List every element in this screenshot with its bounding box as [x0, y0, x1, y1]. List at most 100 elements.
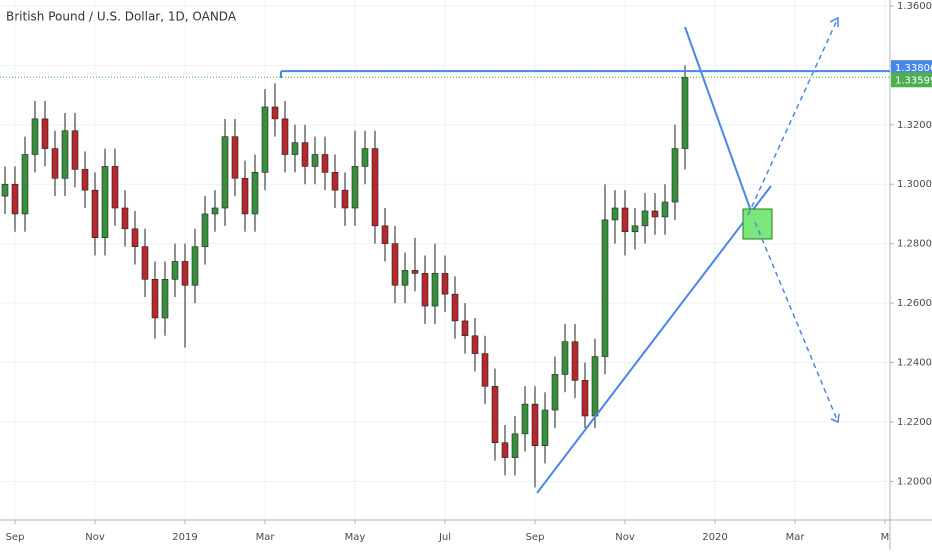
candle-body: [261, 106, 269, 173]
arrow-head: [829, 16, 839, 27]
candle-body: [151, 279, 159, 319]
candle-body: [611, 207, 619, 221]
candle-body: [131, 228, 139, 247]
projection-up: [747, 17, 839, 216]
candle-body: [431, 273, 439, 307]
candle-body: [1, 183, 9, 197]
candle-body: [281, 118, 289, 155]
price-label-box: [891, 72, 932, 88]
candle-body: [671, 148, 679, 203]
candle-body: [541, 409, 549, 447]
candle-body: [401, 270, 409, 286]
candle-body: [181, 261, 189, 286]
candle-body: [681, 76, 689, 149]
candle-body: [411, 270, 419, 274]
candle-body: [291, 142, 299, 155]
candle-body: [311, 154, 319, 167]
candle-body: [371, 148, 379, 227]
y-tick-label: 1.24000: [897, 358, 932, 369]
candle-body: [171, 261, 179, 280]
candle-body: [331, 172, 339, 191]
candle-body: [571, 341, 579, 381]
candle-body: [621, 207, 629, 233]
candle-body: [11, 183, 19, 215]
candle-body: [251, 172, 259, 215]
candle-body: [161, 279, 169, 319]
candle-body: [101, 166, 109, 239]
candle-body: [641, 210, 649, 227]
price-label: 1.33806: [895, 63, 932, 74]
candle-body: [211, 207, 219, 215]
y-tick-label: 1.32000: [897, 120, 932, 131]
plot: [0, 0, 890, 520]
candle-body: [351, 166, 359, 209]
candle-body: [81, 169, 89, 191]
drawings: [536, 16, 840, 494]
candle-body: [111, 166, 119, 209]
candle-body: [461, 320, 469, 337]
trend-line: [536, 185, 772, 494]
candle-body: [381, 225, 389, 244]
candle-body: [471, 335, 479, 354]
y-tick-label: 1.28000: [897, 239, 932, 250]
candle-body: [31, 118, 39, 155]
x-tick-label: May: [345, 532, 366, 543]
y-tick-label: 1.22000: [897, 417, 932, 428]
candle-body: [121, 207, 129, 230]
candle-body: [301, 142, 309, 167]
candle-body: [41, 118, 49, 149]
candle-body: [531, 403, 539, 447]
candle-body: [141, 246, 149, 280]
candle-body: [521, 403, 529, 435]
candle-body: [71, 130, 79, 170]
candle-body: [61, 130, 69, 179]
projection-down: [754, 221, 839, 423]
candle-body: [651, 210, 659, 218]
price-label: 1.33599: [895, 75, 932, 86]
candle-body: [231, 136, 239, 179]
price-label-box: [891, 60, 932, 76]
candle-body: [321, 154, 329, 173]
candle-body: [501, 442, 509, 458]
y-tick-label: 1.26000: [897, 298, 932, 309]
candle-body: [341, 189, 349, 209]
candle-body: [191, 246, 199, 286]
candle-body: [591, 356, 599, 417]
x-tick-label: Mar: [256, 532, 276, 543]
candle-body: [201, 213, 209, 247]
x-tick-label: Sep: [526, 532, 545, 543]
x-tick-label: Jul: [438, 532, 451, 543]
trend-line: [684, 26, 753, 215]
candle-body: [241, 177, 249, 215]
candle-body: [21, 154, 29, 215]
y-tick-label: 1.36000: [897, 1, 932, 12]
candle-body: [421, 273, 429, 307]
candle-body: [441, 273, 449, 295]
candle-body: [661, 201, 669, 218]
x-tick-label: Nov: [85, 532, 105, 543]
candle-body: [271, 106, 279, 120]
candle-body: [481, 353, 489, 387]
x-tick-label: 2019: [172, 532, 197, 543]
arrow-head: [830, 413, 840, 424]
x-tick-label: Nov: [615, 532, 635, 543]
target-box: [742, 208, 773, 240]
candle-body: [551, 374, 559, 411]
x-tick-label: M: [881, 532, 890, 543]
x-tick-label: Mar: [786, 532, 806, 543]
candle-body: [451, 293, 459, 322]
x-tick-label: 2020: [702, 532, 727, 543]
candle-body: [491, 385, 499, 444]
candle-body: [91, 189, 99, 239]
y-tick-label: 1.20000: [897, 476, 932, 487]
chart-title: British Pound / U.S. Dollar, 1D, OANDA: [6, 10, 237, 24]
candle-body: [581, 380, 589, 417]
candle-body: [631, 225, 639, 233]
candle-body: [361, 148, 369, 167]
candle-body: [561, 341, 569, 375]
candle-body: [221, 136, 229, 209]
candle-body: [601, 219, 609, 357]
candle-body: [511, 433, 519, 458]
candle-body: [391, 243, 399, 286]
